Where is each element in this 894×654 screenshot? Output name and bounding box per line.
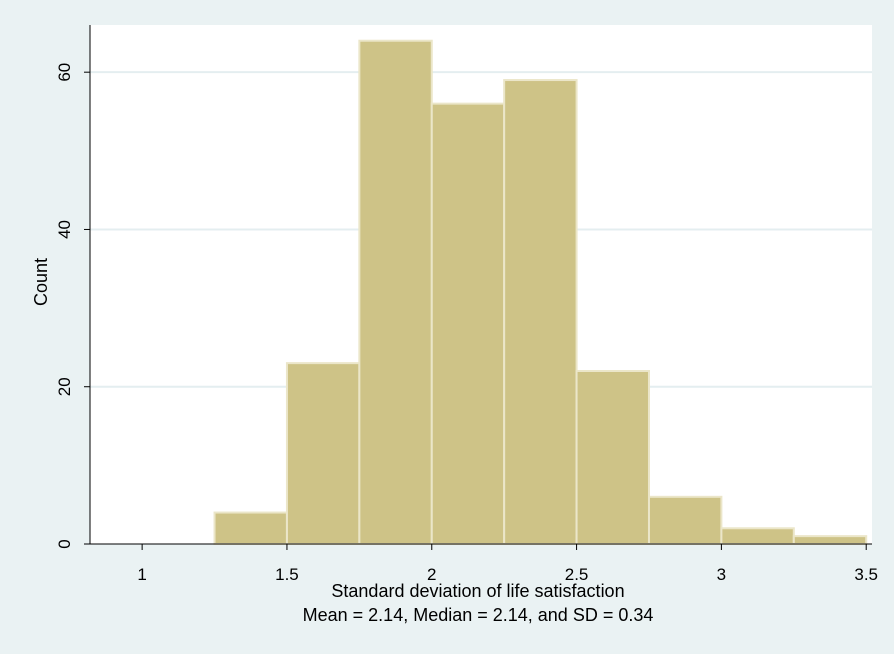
x-axis-ticks: 1 1.5 2 2.5 3 3.5: [137, 544, 878, 584]
histogram-bar: [430, 102, 506, 546]
x-tick-label: 3: [717, 565, 726, 584]
y-axis-title: Count: [31, 258, 51, 306]
x-tick-label: 1: [137, 565, 146, 584]
x-tick-label: 2: [427, 565, 436, 584]
x-tick-label: 1.5: [275, 565, 299, 584]
y-tick-label: 60: [55, 63, 74, 82]
histogram-bar: [358, 39, 433, 546]
histogram-bars: [213, 39, 868, 546]
x-tick-label: 3.5: [854, 565, 878, 584]
histogram-bar: [285, 362, 361, 545]
histogram-bar: [503, 79, 578, 546]
histogram-bar: [720, 527, 795, 545]
histogram-bar: [575, 370, 650, 545]
histogram-bar: [213, 511, 288, 546]
y-axis-ticks: 0 20 40 60: [55, 63, 90, 549]
histogram-bar: [792, 535, 868, 545]
histogram-bar: [647, 495, 723, 545]
y-tick-label: 40: [55, 220, 74, 239]
summary-statistics-note: Mean = 2.14, Median = 2.14, and SD = 0.3…: [303, 605, 654, 625]
y-tick-label: 0: [55, 539, 74, 548]
x-tick-label: 2.5: [565, 565, 589, 584]
y-tick-label: 20: [55, 377, 74, 396]
x-axis-title: Standard deviation of life satisfaction: [331, 581, 624, 601]
